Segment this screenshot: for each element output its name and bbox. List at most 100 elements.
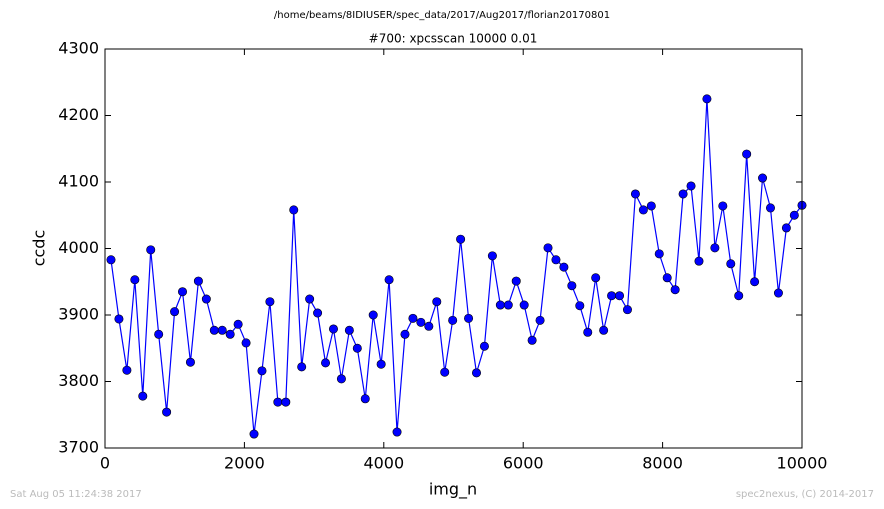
y-tick-label: 4000 — [58, 238, 99, 257]
marker — [734, 291, 744, 301]
marker — [527, 335, 537, 345]
marker — [138, 391, 148, 401]
y-tick-label: 4300 — [58, 39, 99, 58]
marker — [678, 189, 688, 199]
marker — [336, 374, 346, 384]
x-tick-label: 10000 — [777, 454, 828, 473]
marker — [122, 365, 132, 375]
marker — [162, 407, 172, 417]
marker — [233, 319, 243, 329]
marker — [408, 313, 418, 323]
marker — [178, 287, 188, 297]
marker — [456, 234, 466, 244]
marker — [400, 329, 410, 339]
marker — [257, 366, 267, 376]
marker — [758, 173, 768, 183]
marker — [201, 294, 211, 304]
x-tick-label: 4000 — [363, 454, 404, 473]
y-tick-label: 3700 — [58, 438, 99, 457]
x-tick-label: 6000 — [503, 454, 544, 473]
marker — [464, 313, 474, 323]
marker — [630, 189, 640, 199]
marker — [686, 181, 696, 191]
y-tick-label: 3800 — [58, 371, 99, 390]
marker — [591, 273, 601, 283]
marker — [170, 307, 180, 317]
marker — [193, 276, 203, 286]
marker — [781, 223, 791, 233]
marker — [583, 327, 593, 337]
marker — [384, 275, 394, 285]
marker — [472, 368, 482, 378]
marker — [519, 300, 529, 310]
marker — [559, 262, 569, 272]
marker — [599, 325, 609, 335]
marker — [702, 94, 712, 104]
marker — [249, 429, 259, 439]
series-line — [110, 98, 803, 435]
marker — [567, 281, 577, 291]
marker — [789, 210, 799, 220]
marker — [535, 315, 545, 325]
y-axis-label: ccdc — [30, 230, 49, 267]
y-tick-label: 3900 — [58, 305, 99, 324]
marker — [217, 325, 227, 335]
marker — [670, 285, 680, 295]
marker — [209, 325, 219, 335]
marker — [376, 359, 386, 369]
marker — [646, 201, 656, 211]
marker — [607, 291, 617, 301]
marker — [328, 324, 338, 334]
suptitle: /home/beams/8IDIUSER/spec_data/2017/Aug2… — [274, 10, 610, 21]
marker — [225, 329, 235, 339]
marker — [265, 297, 275, 307]
footer-right: spec2nexus, (C) 2014-2017 — [736, 489, 874, 500]
marker — [503, 300, 513, 310]
chart-title: #700: xpcsscan 10000 0.01 — [369, 32, 538, 46]
marker — [773, 288, 783, 298]
marker — [114, 314, 124, 324]
x-tick-label: 2000 — [224, 454, 265, 473]
plot-frame — [104, 48, 803, 449]
marker — [575, 301, 585, 311]
marker — [638, 205, 648, 215]
marker — [297, 362, 307, 372]
marker — [710, 243, 720, 253]
marker — [622, 305, 632, 315]
marker — [416, 317, 426, 327]
marker — [726, 259, 736, 269]
marker — [495, 300, 505, 310]
footer-left: Sat Aug 05 11:24:38 2017 — [10, 489, 142, 500]
marker — [360, 394, 370, 404]
marker — [185, 357, 195, 367]
marker — [694, 256, 704, 266]
marker — [106, 255, 116, 265]
marker — [424, 321, 434, 331]
marker — [241, 338, 251, 348]
marker — [352, 343, 362, 353]
marker — [368, 310, 378, 320]
marker — [321, 358, 331, 368]
x-axis-label: img_n — [429, 480, 477, 500]
marker — [718, 201, 728, 211]
marker — [479, 341, 489, 351]
marker — [551, 255, 561, 265]
marker — [543, 243, 553, 253]
marker — [765, 203, 775, 213]
marker — [305, 294, 315, 304]
marker — [313, 308, 323, 318]
marker — [273, 397, 283, 407]
marker — [662, 273, 672, 283]
marker — [130, 275, 140, 285]
marker — [615, 291, 625, 301]
marker — [146, 245, 156, 255]
x-tick-label: 8000 — [642, 454, 683, 473]
marker — [344, 325, 354, 335]
marker — [440, 367, 450, 377]
marker — [511, 276, 521, 286]
y-tick-label: 4200 — [58, 105, 99, 124]
marker — [742, 149, 752, 159]
x-tick-label: 0 — [100, 454, 110, 473]
marker — [654, 249, 664, 259]
